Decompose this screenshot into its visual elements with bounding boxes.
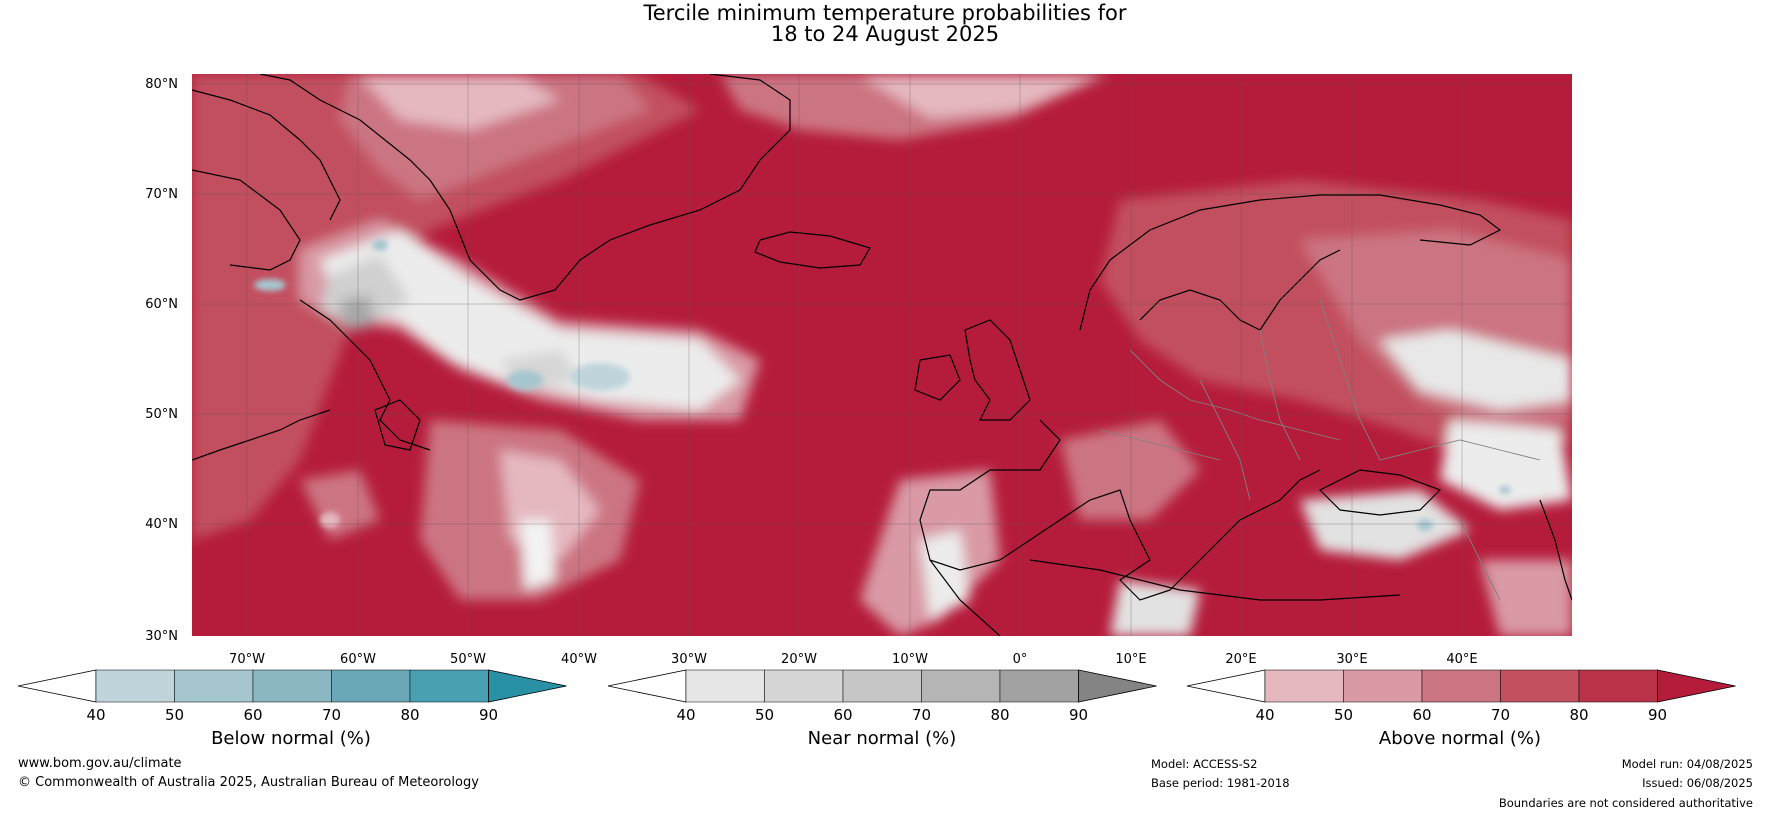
colorbar-tick-label: 40 [86, 706, 105, 724]
colorbar-tick-label: 50 [1334, 706, 1353, 724]
lon-label: 60°W [340, 652, 376, 667]
colorbar-tick-label: 80 [400, 706, 419, 724]
lon-label: 40°W [561, 652, 597, 667]
latitude-labels: 80°N 70°N 60°N 50°N 40°N 30°N [145, 77, 178, 644]
colorbar-segment [174, 669, 254, 703]
colorbar-below-normal: 40 50 60 70 80 90 [17, 669, 567, 724]
colorbar-segment [409, 669, 489, 703]
chart-title-line-2: 18 to 24 August 2025 [770, 22, 1000, 46]
colorbar-segment [999, 669, 1079, 703]
colorbar-tick-label: 80 [990, 706, 1009, 724]
colorbar-near-normal: 40 50 60 70 80 90 [607, 669, 1157, 724]
colorbar-tick-label: 70 [322, 706, 341, 724]
colorbar-tick-label: 90 [1648, 706, 1667, 724]
issued-date: Issued: 06/08/2025 [1642, 776, 1753, 790]
colorbar-label-above-normal: Above normal (%) [1378, 728, 1542, 749]
colorbar-extend-low [1186, 669, 1266, 703]
lon-label: 10°E [1115, 652, 1146, 667]
lat-label: 40°N [145, 517, 178, 532]
chart-title-line-1: Tercile minimum temperature probabilitie… [643, 1, 1127, 25]
lon-label: 30°W [671, 652, 707, 667]
colorbar-tick-label: 60 [833, 706, 852, 724]
colorbar-segment [95, 669, 175, 703]
colorbar-segment [1343, 669, 1423, 703]
colorbar-segment [921, 669, 1001, 703]
colorbar-tick-label: 90 [1069, 706, 1088, 724]
colorbar-label-below-normal: Below normal (%) [211, 728, 371, 749]
lat-label: 30°N [145, 629, 178, 644]
colorbar-extend-low [17, 669, 97, 703]
colorbar-tick-label: 40 [676, 706, 695, 724]
lat-label: 80°N [145, 77, 178, 92]
model-name: Model: ACCESS-S2 [1151, 757, 1258, 771]
graticule [192, 74, 1572, 636]
colorbar-above-normal: 40 50 60 70 80 90 [1186, 669, 1736, 724]
colorbar-tick-label: 40 [1255, 706, 1274, 724]
colorbar-tick-label: 70 [1491, 706, 1510, 724]
colorbar-tick-label: 90 [479, 706, 498, 724]
model-run-date: Model run: 04/08/2025 [1621, 757, 1753, 771]
lon-label: 20°W [781, 652, 817, 667]
colorbar-segment [842, 669, 922, 703]
lat-label: 60°N [145, 297, 178, 312]
country-borders [1099, 299, 1541, 601]
colorbar-extend-high [1657, 669, 1736, 703]
colorbar-segment [1421, 669, 1501, 703]
colorbar-segment [1264, 669, 1344, 703]
base-period: Base period: 1981-2018 [1151, 776, 1290, 790]
colorbar-segment [685, 669, 765, 703]
colorbar-tick-label: 60 [1412, 706, 1431, 724]
lat-label: 70°N [145, 187, 178, 202]
lat-label: 50°N [145, 407, 178, 422]
lon-label: 70°W [229, 652, 265, 667]
colorbar-extend-high [1078, 669, 1157, 703]
boundaries-disclaimer: Boundaries are not considered authoritat… [1498, 796, 1753, 810]
colorbar-segment [764, 669, 844, 703]
longitude-labels: 70°W 60°W 50°W 40°W 30°W 20°W 10°W 0° 10… [229, 652, 1478, 667]
colorbar-label-near-normal: Near normal (%) [807, 728, 957, 749]
colorbar-tick-label: 50 [165, 706, 184, 724]
colorbar-tick-label: 60 [243, 706, 262, 724]
colorbar-segment [331, 669, 411, 703]
colorbar-extend-high [488, 669, 567, 703]
probability-field [192, 74, 1572, 636]
lon-label: 0° [1013, 652, 1028, 667]
coastlines [192, 74, 1572, 636]
lon-label: 30°E [1336, 652, 1367, 667]
lon-label: 40°E [1446, 652, 1477, 667]
colorbar-segment [252, 669, 332, 703]
lon-label: 50°W [450, 652, 486, 667]
website-url: www.bom.gov.au/climate [18, 756, 182, 771]
colorbar-tick-label: 50 [755, 706, 774, 724]
colorbar-tick-label: 80 [1569, 706, 1588, 724]
colorbar-extend-low [607, 669, 687, 703]
colorbar-tick-label: 70 [912, 706, 931, 724]
colorbar-segment [1578, 669, 1658, 703]
lon-label: 10°W [892, 652, 928, 667]
copyright-text: © Commonwealth of Australia 2025, Austra… [18, 775, 479, 790]
lon-label: 20°E [1225, 652, 1256, 667]
colorbar-segment [1500, 669, 1580, 703]
